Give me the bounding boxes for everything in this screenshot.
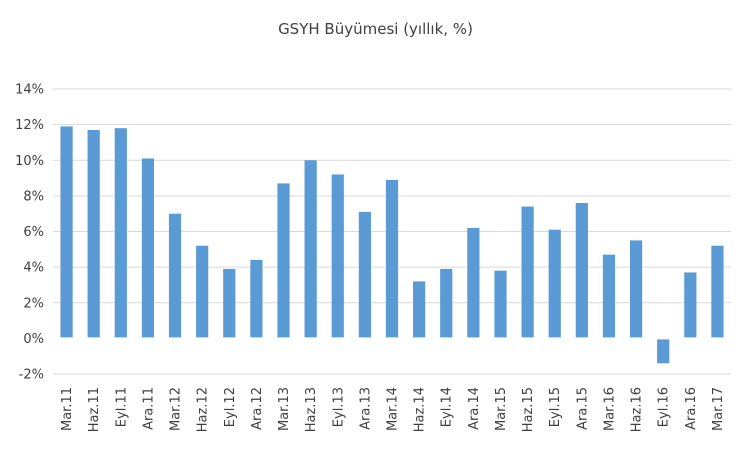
bars (53, 126, 731, 364)
bar-ara-14 (467, 227, 480, 339)
y-axis-ticks: -2% 0% 2% 4% 6% 8% 10% 12% 14% (15, 83, 44, 383)
bar-eyl-13 (331, 174, 344, 339)
bar-ara-13 (358, 211, 371, 339)
x-tick-label: Mar.11 (60, 387, 75, 431)
bar-haz-16 (629, 240, 643, 339)
x-tick-label: Ara.16 (684, 387, 699, 430)
y-tick-label: 2% (23, 296, 44, 311)
bar-eyl-12 (223, 268, 236, 339)
y-tick-label: 12% (15, 118, 44, 133)
bar-mar-12 (168, 213, 182, 339)
bar-haz-15 (521, 206, 534, 339)
bar-mar-17 (711, 245, 724, 339)
bar-mar-14 (385, 179, 399, 339)
y-tick-label: -2% (19, 368, 44, 383)
bar-eyl-16 (657, 338, 670, 364)
bar-haz-13 (304, 160, 317, 339)
x-tick-label: Mar.15 (494, 387, 509, 431)
x-tick-label: Mar.17 (711, 387, 726, 431)
bar-ara-12 (250, 260, 263, 339)
bar-eyl-11 (114, 128, 127, 339)
y-tick-label: 4% (23, 261, 44, 276)
bar-mar-15 (494, 270, 507, 339)
x-tick-label: Ara.11 (141, 387, 156, 430)
x-tick-label: Mar.13 (277, 387, 292, 431)
bar-haz-11 (87, 129, 100, 339)
bar-mar-16 (602, 254, 616, 339)
x-tick-label: Haz.11 (87, 387, 102, 432)
x-axis-ticks: Mar.11 Haz.11 Eyl.11 Ara.11 Mar.12 Haz.12 Eyl.… (60, 387, 726, 432)
x-tick-label: Mar.12 (169, 387, 184, 431)
bar-mar-13 (277, 183, 290, 339)
y-tick-label: 10% (15, 154, 44, 169)
y-tick-label: 0% (23, 332, 44, 347)
x-tick-label: Eyl.15 (548, 387, 563, 427)
bar-ara-11 (141, 158, 155, 339)
x-tick-label: Eyl.16 (657, 387, 672, 427)
bar-haz-12 (196, 245, 209, 339)
x-tick-label: Haz.14 (413, 387, 428, 432)
x-tick-label: Eyl.14 (440, 387, 455, 427)
x-tick-label: Ara.14 (467, 387, 482, 430)
bar-haz-14 (413, 281, 426, 339)
y-tick-label: 8% (23, 189, 44, 204)
y-tick-label: 14% (15, 83, 44, 98)
x-tick-label: Haz.15 (521, 387, 536, 432)
x-tick-label: Haz.13 (304, 387, 319, 432)
x-tick-label: Mar.16 (602, 387, 617, 431)
x-tick-label: Haz.12 (196, 387, 211, 432)
x-tick-label: Eyl.12 (223, 387, 238, 427)
bar-eyl-14 (440, 268, 453, 339)
bar-mar-11 (60, 126, 73, 339)
x-tick-label: Ara.13 (358, 387, 373, 430)
bar-ara-15 (575, 203, 588, 339)
chart-title: GSYH Büyümesi (yıllık, %) (278, 20, 473, 38)
x-tick-label: Eyl.13 (331, 387, 346, 427)
x-tick-label: Ara.12 (250, 387, 265, 430)
y-tick-label: 6% (23, 225, 44, 240)
x-tick-label: Eyl.11 (114, 387, 129, 427)
bar-ara-16 (684, 272, 697, 339)
bar-eyl-15 (548, 229, 561, 339)
x-tick-label: Mar.14 (386, 387, 401, 431)
x-tick-label: Ara.15 (575, 387, 590, 430)
x-tick-label: Haz.16 (630, 387, 645, 432)
